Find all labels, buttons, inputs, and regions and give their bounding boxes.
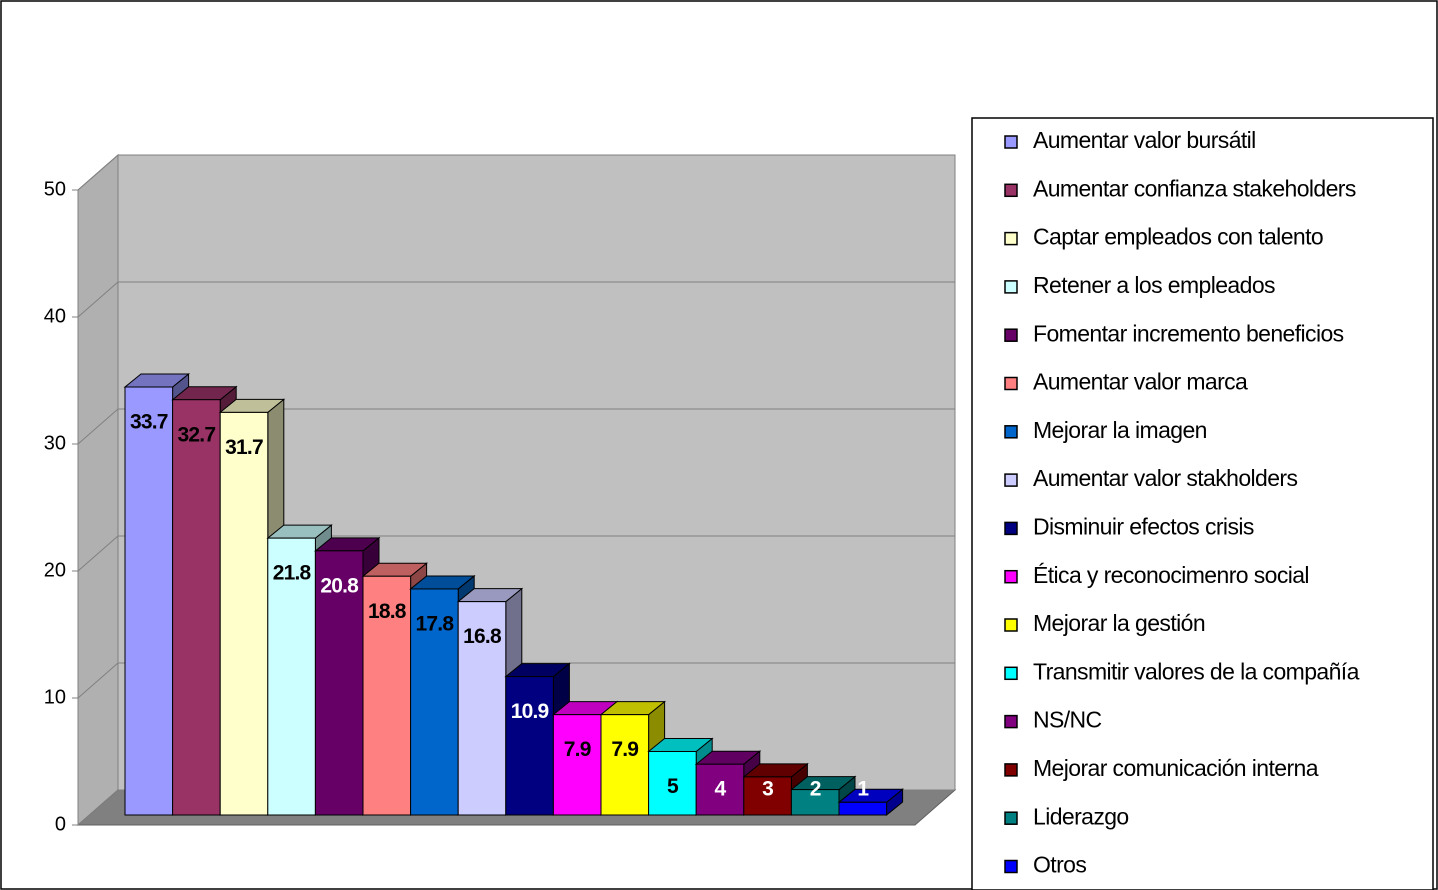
data-label: 2: [810, 778, 821, 801]
y-tick-label: 30: [44, 432, 66, 454]
data-label: 32.7: [178, 423, 216, 446]
bar: [505, 676, 554, 816]
data-label: 1: [857, 778, 869, 801]
legend-swatch: [1004, 328, 1018, 342]
bar: [743, 776, 792, 816]
legend-label: Ética y reconocimenro social: [1033, 562, 1309, 588]
legend-label: Aumentar valor marca: [1033, 369, 1248, 395]
bar: [124, 386, 174, 816]
legend-swatch: [1004, 618, 1018, 632]
data-label: 31.7: [225, 436, 263, 459]
bar: [362, 575, 412, 816]
legend-label: Mejorar la imagen: [1033, 417, 1207, 443]
legend-swatch: [1004, 569, 1018, 584]
bar: [314, 550, 364, 816]
grid-line: [77, 662, 955, 699]
bar: [267, 537, 316, 816]
y-tick-label: 50: [44, 178, 66, 200]
data-label: 5: [667, 775, 679, 798]
legend-swatch: [1004, 521, 1018, 536]
bar: [648, 751, 697, 816]
legend-swatch: [1004, 714, 1018, 729]
legend-label: Mejorar la gestión: [1033, 610, 1205, 636]
bar: [410, 588, 459, 816]
grid-line: [77, 535, 955, 572]
bar: [219, 411, 269, 816]
data-label: 21.8: [273, 562, 312, 585]
legend-swatch: [1004, 183, 1018, 198]
legend-label: Aumentar confianza stakeholders: [1033, 175, 1356, 201]
data-label: 7.9: [564, 738, 591, 761]
bar: [600, 714, 650, 816]
legend-swatch: [1004, 859, 1018, 874]
legend-label: Mejorar comunicación interna: [1033, 755, 1319, 781]
bar: [172, 399, 221, 816]
data-label: 7.9: [611, 738, 638, 761]
legend-label: Disminuir efectos crisis: [1033, 513, 1254, 539]
data-label: 20.8: [320, 574, 359, 597]
data-label: 3: [762, 778, 773, 801]
bar: [695, 763, 745, 816]
legend-label: Transmitir valores de la compañía: [1033, 658, 1360, 684]
y-tick-label: 20: [44, 559, 66, 581]
data-label: 18.8: [368, 600, 407, 623]
legend-swatch: [1004, 135, 1018, 149]
y-tick-label: 0: [55, 813, 66, 835]
bar: [552, 714, 602, 816]
legend-swatch: [1004, 231, 1018, 246]
data-label: 16.8: [463, 625, 502, 648]
data-label: 17.8: [416, 612, 455, 635]
bar: [790, 789, 840, 816]
legend-swatch: [1004, 811, 1018, 825]
grid-line: [77, 281, 955, 318]
legend-label: Aumentar valor stakholders: [1033, 465, 1297, 491]
side-wall: [77, 153, 119, 827]
grid-line: [77, 154, 955, 191]
legend-label: Fomentar incremento beneficios: [1033, 320, 1344, 346]
legend-swatch: [1004, 280, 1018, 294]
legend-swatch: [1004, 666, 1018, 681]
data-label: 4: [715, 778, 727, 801]
legend-swatch: [1004, 473, 1018, 487]
legend-swatch: [1004, 763, 1018, 777]
bar: [457, 601, 507, 816]
data-label: 10.9: [511, 700, 549, 723]
legend-label: Aumentar valor bursátil: [1033, 127, 1256, 153]
legend-label: Captar empleados con talento: [1033, 224, 1323, 250]
legend-swatch: [1004, 376, 1018, 391]
legend-swatch: [1004, 425, 1018, 439]
data-label: 33.7: [130, 411, 168, 434]
legend-label: NS/NC: [1033, 707, 1102, 733]
legend-label: Retener a los empleados: [1033, 272, 1275, 298]
legend-label: Otros: [1033, 852, 1086, 878]
legend-box: [971, 117, 1434, 890]
grid-line: [77, 408, 955, 445]
legend-label: Liderazgo: [1033, 803, 1129, 829]
bar: [838, 801, 888, 816]
y-tick-label: 10: [44, 686, 66, 708]
y-tick-label: 40: [44, 305, 66, 327]
